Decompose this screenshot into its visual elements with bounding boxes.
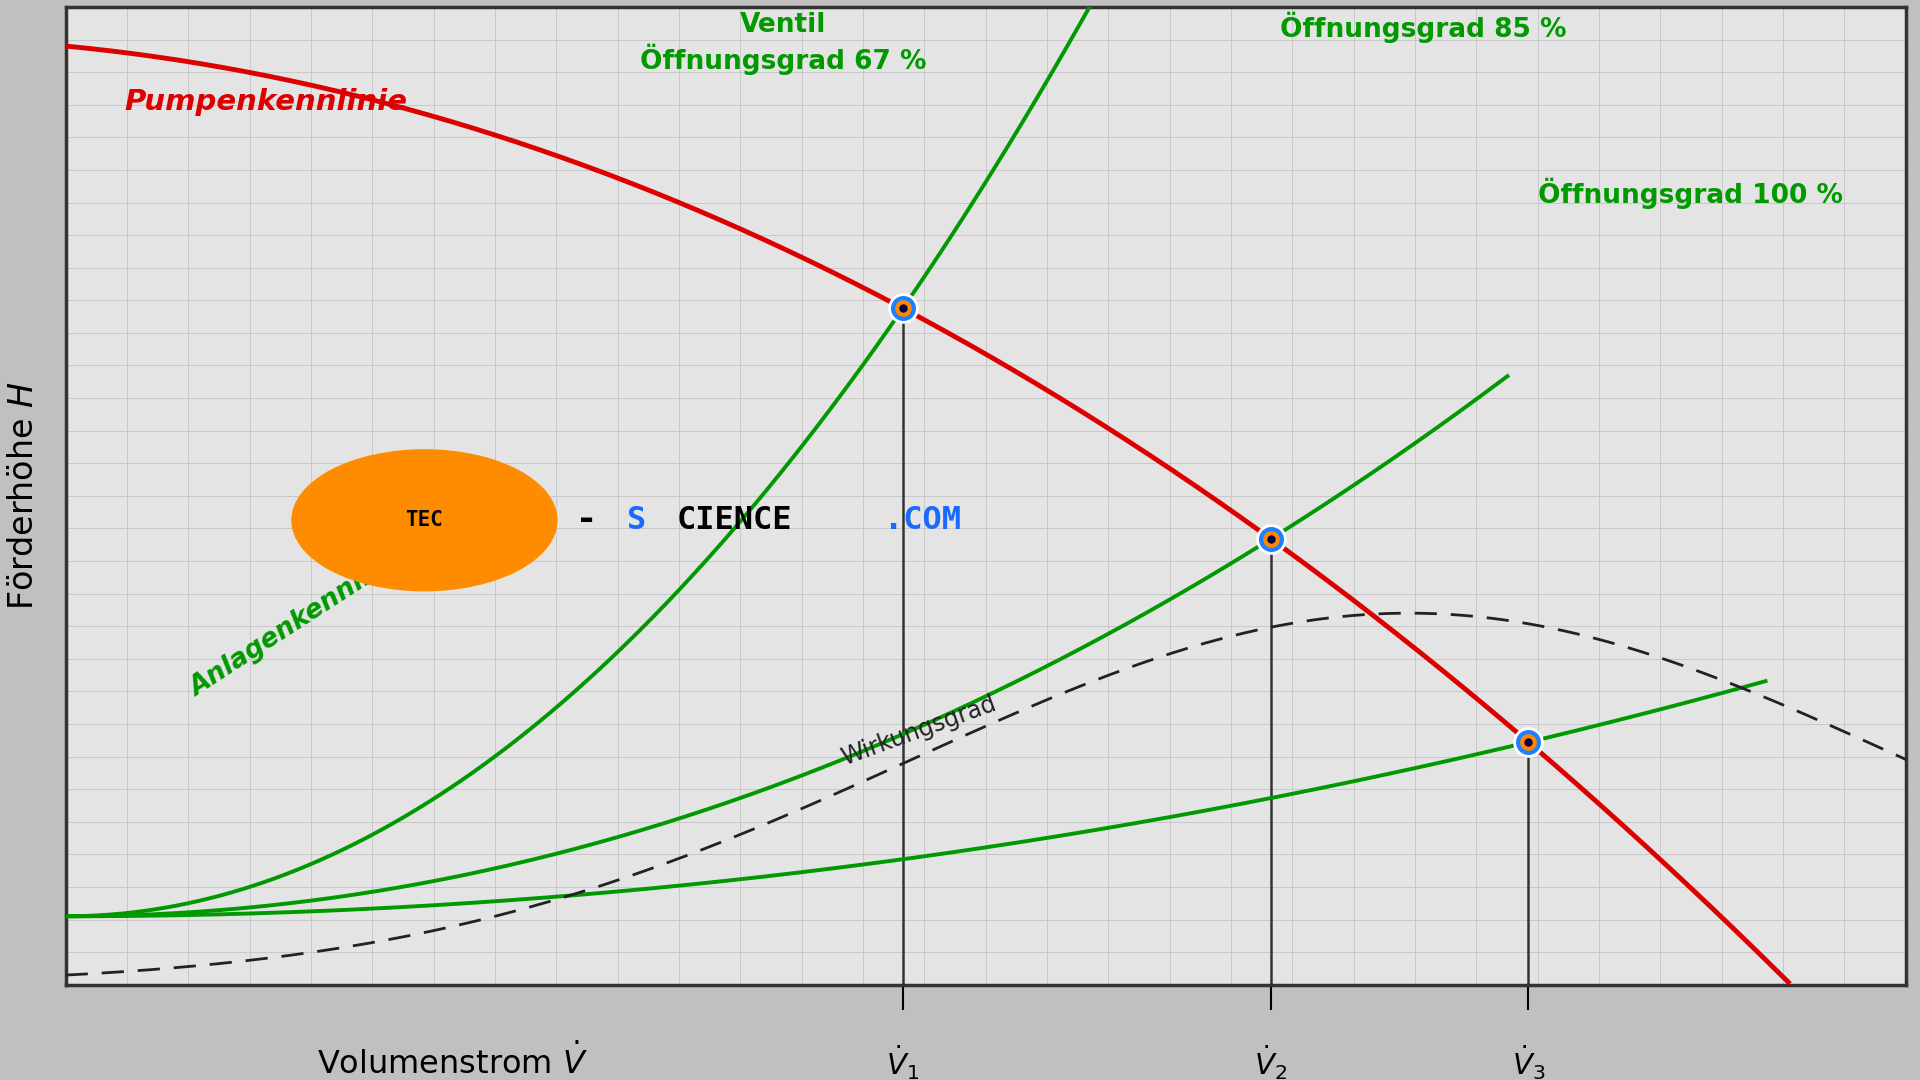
Text: CIENCE: CIENCE [676,504,793,536]
Text: Öffnungsgrad 85 %: Öffnungsgrad 85 % [1281,12,1567,43]
Text: Wirkungsgrad: Wirkungsgrad [839,691,1000,770]
Text: $\dot{V}_2$: $\dot{V}_2$ [1254,1043,1288,1080]
Text: Pumpenkennlinie: Pumpenkennlinie [125,87,407,116]
Text: -: - [580,503,593,537]
Text: S: S [626,504,647,536]
Text: Öffnungsgrad 67 %: Öffnungsgrad 67 % [639,44,927,76]
Circle shape [292,450,557,591]
Text: TEC: TEC [405,510,444,530]
Text: .COM: .COM [885,504,962,536]
Text: $\dot{V}_1$: $\dot{V}_1$ [887,1043,920,1080]
Text: Ventil: Ventil [739,12,826,38]
Text: Öffnungsgrad 100 %: Öffnungsgrad 100 % [1538,178,1843,210]
Y-axis label: Förderhöhe $H$: Förderhöhe $H$ [8,381,40,610]
Text: Anlagenkennlinien: Anlagenkennlinien [184,530,430,702]
Text: $\dot{V}_3$: $\dot{V}_3$ [1511,1043,1546,1080]
Text: Volumenstrom $\dot{V}$: Volumenstrom $\dot{V}$ [317,1043,588,1080]
